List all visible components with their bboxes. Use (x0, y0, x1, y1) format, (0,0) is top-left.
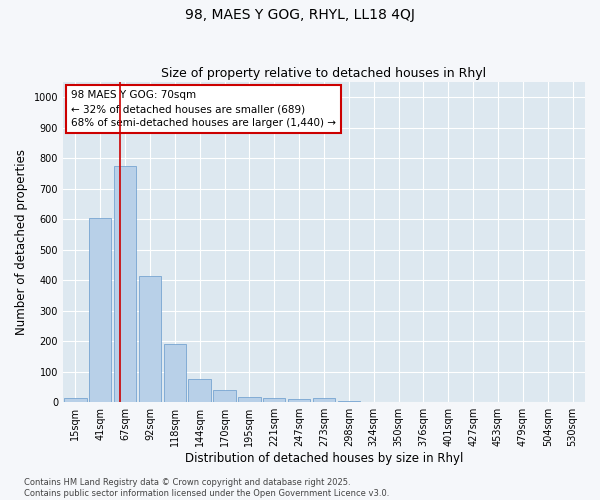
Text: 98, MAES Y GOG, RHYL, LL18 4QJ: 98, MAES Y GOG, RHYL, LL18 4QJ (185, 8, 415, 22)
Text: Contains HM Land Registry data © Crown copyright and database right 2025.
Contai: Contains HM Land Registry data © Crown c… (24, 478, 389, 498)
Title: Size of property relative to detached houses in Rhyl: Size of property relative to detached ho… (161, 66, 487, 80)
Bar (64, 398, 86, 402)
Bar (214, 390, 236, 402)
Text: 98 MAES Y GOG: 70sqm
← 32% of detached houses are smaller (689)
68% of semi-deta: 98 MAES Y GOG: 70sqm ← 32% of detached h… (71, 90, 336, 128)
Bar (188, 378, 211, 402)
Bar (114, 166, 136, 402)
X-axis label: Distribution of detached houses by size in Rhyl: Distribution of detached houses by size … (185, 452, 463, 465)
Bar (338, 401, 360, 402)
Bar (139, 276, 161, 402)
Bar (313, 398, 335, 402)
Bar (89, 218, 112, 402)
Y-axis label: Number of detached properties: Number of detached properties (15, 149, 28, 335)
Bar (263, 398, 286, 402)
Bar (288, 399, 310, 402)
Bar (238, 396, 260, 402)
Bar (164, 344, 186, 402)
